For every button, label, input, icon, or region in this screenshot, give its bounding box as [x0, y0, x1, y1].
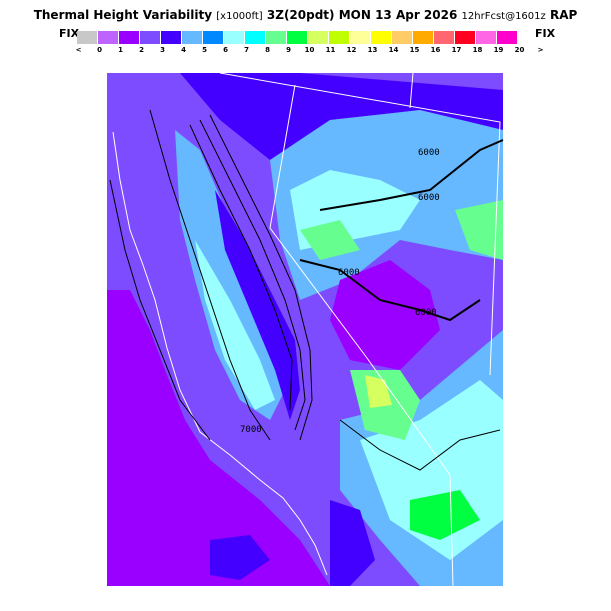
legend-tick-label: 18	[472, 46, 483, 54]
ocean-patch	[210, 535, 270, 580]
ne-green	[300, 220, 360, 260]
legend-swatch	[287, 31, 307, 44]
contour-label: 6000	[415, 308, 437, 318]
sierra-strip	[215, 190, 300, 420]
legend-tick-label: 10	[304, 46, 315, 54]
title-main: Thermal Height Variability	[33, 8, 213, 22]
legend-tick-label: 8	[265, 46, 270, 54]
legend-swatch	[266, 31, 286, 44]
state-border-north	[219, 72, 501, 376]
contour-line	[209, 114, 313, 441]
legend-tick-label: 6	[223, 46, 228, 54]
legend-swatch	[203, 31, 223, 44]
thermal-fill	[107, 73, 503, 586]
legend-swatch	[98, 31, 118, 44]
legend-tick-label: 2	[139, 46, 144, 54]
state-border-id	[409, 72, 414, 109]
legend-swatch	[413, 31, 433, 44]
legend-swatch	[119, 31, 139, 44]
contours	[109, 109, 504, 471]
borders	[112, 72, 501, 587]
contour-label: 6000	[418, 148, 440, 158]
legend-tick-label: >	[537, 46, 544, 54]
legend-tick-label: 15	[409, 46, 420, 54]
legend-tick-label: 7	[244, 46, 249, 54]
nevada-purple	[330, 260, 440, 370]
se-green	[410, 490, 480, 540]
legend-swatch	[329, 31, 349, 44]
fix-right: FIX	[535, 27, 556, 40]
legend-tick-label: 4	[181, 46, 186, 54]
legend-swatch	[392, 31, 412, 44]
legend-ticks: <0 1 2 3 4 5 6 7 8 9 10 11 12 13 14 15 16 17 18 19 20 >	[68, 46, 551, 54]
contour-line	[319, 139, 504, 211]
legend-swatch	[476, 31, 496, 44]
legend-tick-label: 0	[97, 46, 102, 54]
coastline	[112, 131, 328, 576]
valley-cyan	[195, 240, 275, 410]
valley-band	[175, 130, 290, 420]
legend-tick-label: 9	[286, 46, 291, 54]
legend-tick-label: 3	[160, 46, 165, 54]
legend-tick-label: 13	[367, 46, 378, 54]
south-dark	[330, 500, 375, 586]
title-time: 3Z(20pdt) MON 13 Apr 2026	[266, 8, 458, 22]
chart-title: Thermal Height Variability [x1000ft] 3Z(…	[0, 8, 611, 22]
legend-swatch	[308, 31, 328, 44]
legend-swatch	[350, 31, 370, 44]
legend-swatch	[434, 31, 454, 44]
contour-line	[189, 124, 293, 411]
legend-tick-label: 20	[514, 46, 525, 54]
legend-tick-label: 11	[325, 46, 336, 54]
legend-tick-label: 19	[493, 46, 504, 54]
legend-swatch	[224, 31, 244, 44]
contour-line	[109, 179, 211, 441]
legend-swatch	[182, 31, 202, 44]
legend-tick-label: <	[75, 46, 82, 54]
legend-swatch	[455, 31, 475, 44]
contour-label: 6000	[338, 268, 360, 278]
fix-left: FIX	[59, 27, 80, 40]
legend-tick-label: 12	[346, 46, 357, 54]
e-green	[455, 200, 503, 260]
contour-label: 6000	[418, 193, 440, 203]
legend-swatch	[497, 31, 517, 44]
ocean-region	[107, 290, 330, 586]
contour-line	[339, 419, 501, 471]
legend-tick-label: 17	[451, 46, 462, 54]
contour-line	[299, 259, 481, 322]
legend-swatch	[77, 31, 97, 44]
title-model: RAP	[549, 8, 578, 22]
contour-line	[199, 119, 306, 431]
legend-tick-label: 14	[388, 46, 399, 54]
legend-tick-label: 16	[430, 46, 441, 54]
legend-tick-label: 1	[118, 46, 123, 54]
legend-swatch	[371, 31, 391, 44]
color-legend	[77, 31, 518, 44]
title-units: [x1000ft]	[216, 11, 263, 22]
contour-labels: 6000 6000 6000 6000 7000	[240, 148, 440, 435]
title-forecast: 12hrFcst@1601z	[461, 11, 546, 22]
contour-line	[149, 109, 271, 441]
legend-swatch	[161, 31, 181, 44]
legend-swatch	[245, 31, 265, 44]
north-band	[180, 73, 503, 160]
state-border-ca-nv	[269, 84, 454, 587]
legend-tick-label: 5	[202, 46, 207, 54]
contour-label: 7000	[240, 425, 262, 435]
legend-swatch	[140, 31, 160, 44]
